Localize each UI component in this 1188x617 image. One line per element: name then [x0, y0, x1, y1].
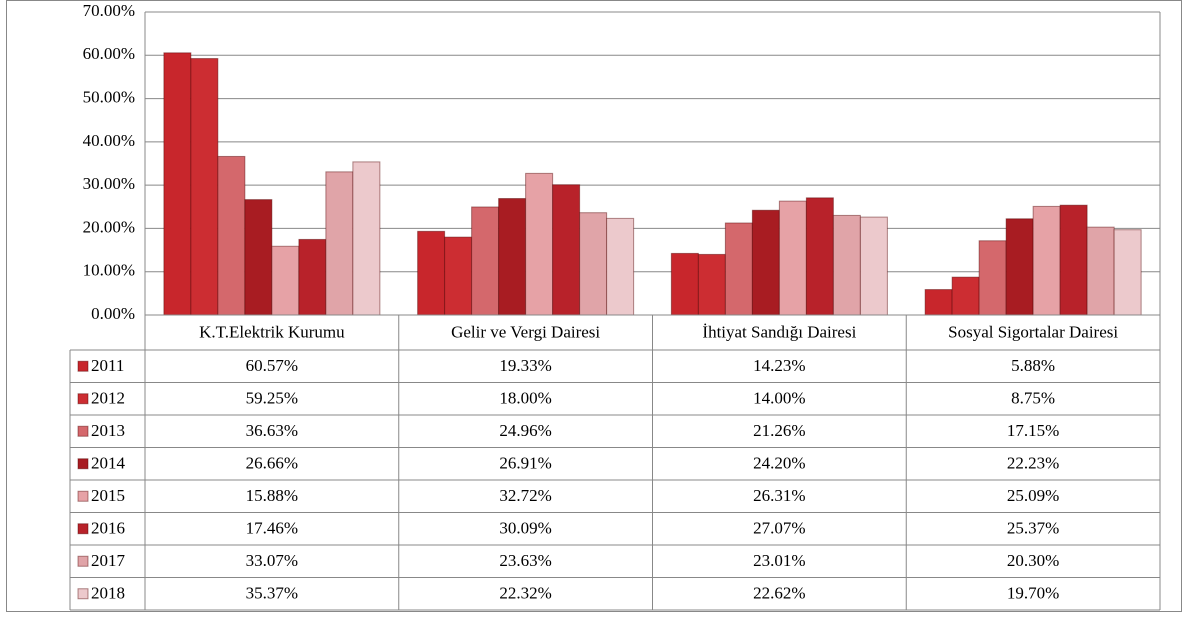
data-label: 25.09% [1007, 486, 1059, 505]
bar [498, 198, 527, 316]
bar [444, 236, 473, 316]
y-tick-label: 10.00% [83, 261, 135, 280]
y-tick-label: 30.00% [83, 174, 135, 193]
data-label: 22.62% [753, 584, 805, 603]
legend-label: 2015 [91, 486, 125, 505]
data-label: 8.75% [1011, 389, 1055, 408]
bar [1113, 229, 1142, 316]
bar [271, 245, 300, 316]
data-label: 26.91% [499, 454, 551, 473]
data-label: 21.26% [753, 421, 805, 440]
chart-frame [6, 0, 1182, 612]
bar [1005, 218, 1034, 316]
legend-key [77, 458, 89, 470]
x-tick-label: İhtiyat Sandığı Dairesi [702, 322, 856, 341]
data-label: 23.01% [753, 551, 805, 570]
legend-label: 2011 [91, 356, 124, 375]
bar [244, 199, 273, 316]
bar [417, 230, 446, 316]
bar [606, 217, 635, 316]
legend-label: 2017 [91, 551, 126, 570]
data-label: 24.96% [499, 421, 551, 440]
data-label: 60.57% [246, 356, 298, 375]
data-label: 18.00% [499, 389, 551, 408]
bar [670, 252, 699, 316]
legend-key [77, 393, 89, 405]
data-label: 17.46% [246, 519, 298, 538]
y-tick-label: 70.00% [83, 1, 135, 20]
bar [579, 212, 608, 316]
data-label: 23.63% [499, 551, 551, 570]
y-tick-label: 50.00% [83, 87, 135, 106]
data-label: 15.88% [246, 486, 298, 505]
bar [471, 206, 500, 316]
bar [1086, 226, 1115, 316]
legend-key [77, 360, 89, 372]
x-tick-label: Gelir ve Vergi Dairesi [451, 322, 600, 341]
data-label: 26.31% [753, 486, 805, 505]
data-label: 35.37% [246, 584, 298, 603]
data-label: 17.15% [1007, 421, 1059, 440]
data-label: 59.25% [246, 389, 298, 408]
legend-label: 2014 [91, 454, 126, 473]
legend-key [77, 523, 89, 535]
bar [163, 52, 192, 316]
bar [751, 209, 780, 316]
data-label: 20.30% [1007, 551, 1059, 570]
data-label: 32.72% [499, 486, 551, 505]
bar [724, 222, 753, 316]
legend-key [77, 588, 89, 600]
x-tick-label: Sosyal Sigortalar Dairesi [948, 322, 1118, 341]
bar [951, 276, 980, 316]
data-label: 5.88% [1011, 356, 1055, 375]
bar [525, 172, 554, 316]
y-tick-label: 20.00% [83, 217, 135, 236]
bar [924, 289, 953, 316]
bar [832, 214, 861, 316]
data-label: 30.09% [499, 519, 551, 538]
bar [190, 58, 219, 316]
legend-label: 2013 [91, 421, 125, 440]
legend-key [77, 490, 89, 502]
data-label: 19.70% [1007, 584, 1059, 603]
legend-key [77, 555, 89, 567]
data-label: 19.33% [499, 356, 551, 375]
y-tick-label: 0.00% [91, 304, 135, 323]
y-tick-label: 40.00% [83, 131, 135, 150]
legend-label: 2018 [91, 584, 125, 603]
data-label: 22.23% [1007, 454, 1059, 473]
bar [352, 161, 381, 316]
legend-label: 2012 [91, 389, 125, 408]
bar [552, 184, 581, 316]
data-label: 27.07% [753, 519, 805, 538]
x-tick-label: K.T.Elektrik Kurumu [199, 322, 345, 341]
bar [1032, 205, 1061, 316]
data-label: 14.00% [753, 389, 805, 408]
data-label: 36.63% [246, 421, 298, 440]
bar [1059, 204, 1088, 316]
bar [805, 197, 834, 316]
bar [298, 238, 327, 316]
data-label: 22.32% [499, 584, 551, 603]
bar [859, 216, 888, 316]
data-label: 26.66% [246, 454, 298, 473]
data-label: 24.20% [753, 454, 805, 473]
bar [325, 171, 354, 316]
bar [978, 240, 1007, 316]
bar [778, 200, 807, 316]
bar [697, 253, 726, 316]
y-tick-label: 60.00% [83, 44, 135, 63]
data-label: 14.23% [753, 356, 805, 375]
legend-key [77, 425, 89, 437]
legend-label: 2016 [91, 519, 125, 538]
data-label: 25.37% [1007, 519, 1059, 538]
bar [217, 155, 246, 316]
data-label: 33.07% [246, 551, 298, 570]
